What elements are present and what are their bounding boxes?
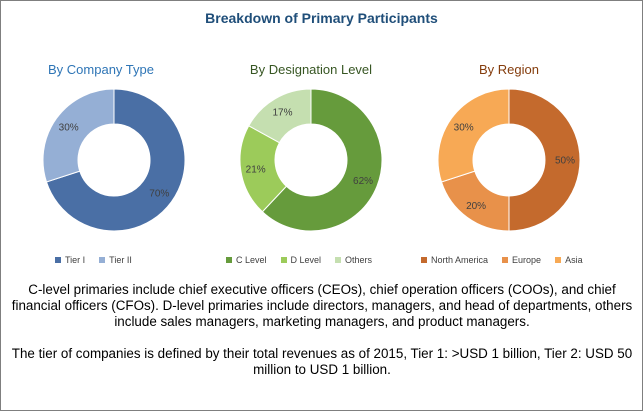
donut-charts: 70% 30% 62% 21% 17% 50% 20% 30% xyxy=(42,88,581,232)
legend-item: Tier II xyxy=(99,255,132,265)
donut-slice xyxy=(45,88,186,232)
legend-label: Asia xyxy=(565,255,583,265)
slice-label: 17% xyxy=(272,107,292,118)
donut-slice xyxy=(248,88,312,144)
legend-label: D Level xyxy=(290,255,322,265)
donut-slice xyxy=(508,88,581,232)
legend-label: Others xyxy=(345,255,373,265)
legend-item: North America xyxy=(421,255,488,265)
legend-region: North America Europe Asia xyxy=(421,255,597,265)
chart-title-region: By Region xyxy=(479,62,539,77)
legend-designation-level: C Level D Level Others xyxy=(226,255,386,265)
footnote-tiers: The tier of companies is defined by thei… xyxy=(11,346,633,377)
slice-label: 70% xyxy=(149,188,169,199)
legend-item: Asia xyxy=(555,255,583,265)
slice-label: 62% xyxy=(353,176,373,187)
donut-slice xyxy=(42,88,115,183)
legend-label: Europe xyxy=(512,255,542,265)
main-title: Breakdown of Primary Participants xyxy=(205,10,438,26)
donut-slice xyxy=(437,88,510,183)
legend-swatch xyxy=(502,257,509,263)
slice-label: 20% xyxy=(466,201,486,212)
slice-label: 21% xyxy=(246,164,266,175)
legend-company-type: Tier I Tier II xyxy=(55,255,146,265)
legend-label: C Level xyxy=(236,255,267,265)
legend-swatch xyxy=(55,257,61,263)
footnote-levels: C-level primaries include chief executiv… xyxy=(11,282,633,329)
donut-slice xyxy=(261,88,383,232)
legend-label: North America xyxy=(431,255,489,265)
legend-item: Tier I xyxy=(55,255,85,265)
legend-swatch xyxy=(226,257,232,263)
legend-swatch xyxy=(555,257,562,263)
slice-label: 50% xyxy=(555,156,575,167)
legend-item: D Level xyxy=(280,255,322,265)
legend-swatch xyxy=(335,257,342,263)
chart-title-company-type: By Company Type xyxy=(48,62,154,77)
legend-label: Tier II xyxy=(109,255,132,265)
legend-item: Europe xyxy=(502,255,541,265)
legend-label: Tier I xyxy=(65,255,86,265)
slice-label: 30% xyxy=(454,123,474,134)
legend-item: C Level xyxy=(226,255,267,265)
chart-title-designation-level: By Designation Level xyxy=(249,62,373,77)
slice-label: 30% xyxy=(59,123,79,134)
legend-swatch xyxy=(421,257,427,263)
legend-item: Others xyxy=(335,255,372,265)
legend-swatch xyxy=(280,257,287,263)
legend-swatch xyxy=(99,257,106,263)
